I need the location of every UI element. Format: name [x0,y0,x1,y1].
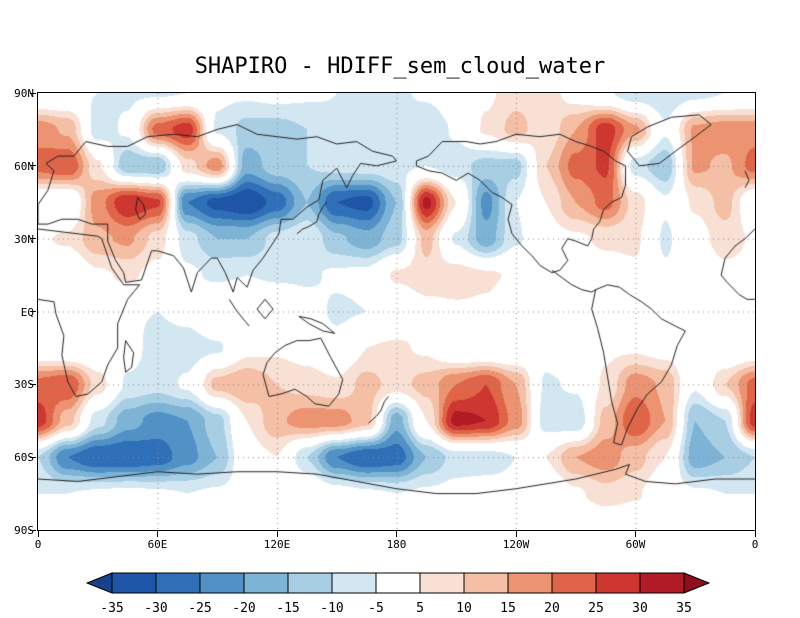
lat-tick-mark [30,311,36,312]
colorbar-tick-label: 25 [588,601,604,616]
colorbar-tick-label: -5 [368,601,384,616]
colorbar-svg: -35 -30 -25 -20 -15 -10 -5 5 10 15 20 25 30 35 [85,572,711,616]
world-map-plot [37,92,756,531]
lat-tick-label: EQ [20,305,34,319]
lon-tick-mark [396,531,397,537]
colorbar-tick-label: 10 [456,601,472,616]
lat-tick-mark [30,456,36,458]
colorbar-segment [595,572,641,594]
colorbar-segment [331,572,377,594]
lon-tick-mark [37,531,39,537]
colorbar-tick-label: -20 [232,601,255,616]
colorbar-arrow-left [85,572,113,594]
lon-tick-mark [754,531,756,537]
lon-tick-label: 0 [751,538,759,551]
colorbar-tick-label: -10 [320,601,343,616]
colorbar-tick-label: -35 [100,601,123,616]
colorbar-segment [111,572,157,594]
lat-tick-mark [30,165,36,167]
colorbar-segment [551,572,597,594]
lat-tick-label: 30S [14,378,34,392]
contour-map-canvas [38,93,755,530]
lon-tick-label: 0 [34,538,42,551]
colorbar-segment [639,572,685,594]
colorbar-segment [155,572,201,594]
colorbar-tick-label: 30 [632,601,648,616]
lon-tick-label: 120E [263,538,291,551]
colorbar-segment [287,572,333,594]
lat-tick-label: 30N [14,232,34,246]
colorbar-tick-label: 35 [676,601,692,616]
lat-tick-mark [30,529,36,531]
colorbar-tick-label: -15 [276,601,299,616]
colorbar-tick-label: -25 [188,601,211,616]
colorbar-tick-label: 15 [500,601,516,616]
colorbar-segment [375,572,421,594]
lat-tick-mark [30,238,36,240]
colorbar-segment [507,572,553,594]
lon-tick-label: 120W [502,538,530,551]
lon-tick-mark [635,531,636,537]
plot-title: SHAPIRO - HDIFF_sem_cloud_water [194,54,606,79]
lat-tick-mark [30,92,36,94]
lon-tick-label: 60W [625,538,646,551]
colorbar-tick-label: 20 [544,601,560,616]
lon-tick-mark [515,531,517,537]
colorbar: -35 -30 -25 -20 -15 -10 -5 5 10 15 20 25 30 35 [85,572,711,618]
colorbar-arrow-right [683,572,711,594]
colorbar-segment [199,572,245,594]
lat-tick-label: 60N [14,159,34,173]
lon-tick-mark [276,531,278,537]
lat-tick-label: 60S [14,451,34,465]
lat-tick-label: 90S [14,524,34,537]
lat-tick-label: 90N [14,87,34,100]
lon-tick-label: 180 [386,538,407,551]
colorbar-tick-label: 5 [416,601,424,616]
lon-tick-label: 60E [147,538,168,551]
colorbar-segment [419,572,465,594]
colorbar-segment [463,572,509,594]
colorbar-tick-label: -30 [144,601,167,616]
colorbar-segment [243,572,289,594]
lat-tick-mark [30,383,36,385]
lon-tick-mark [157,531,158,537]
